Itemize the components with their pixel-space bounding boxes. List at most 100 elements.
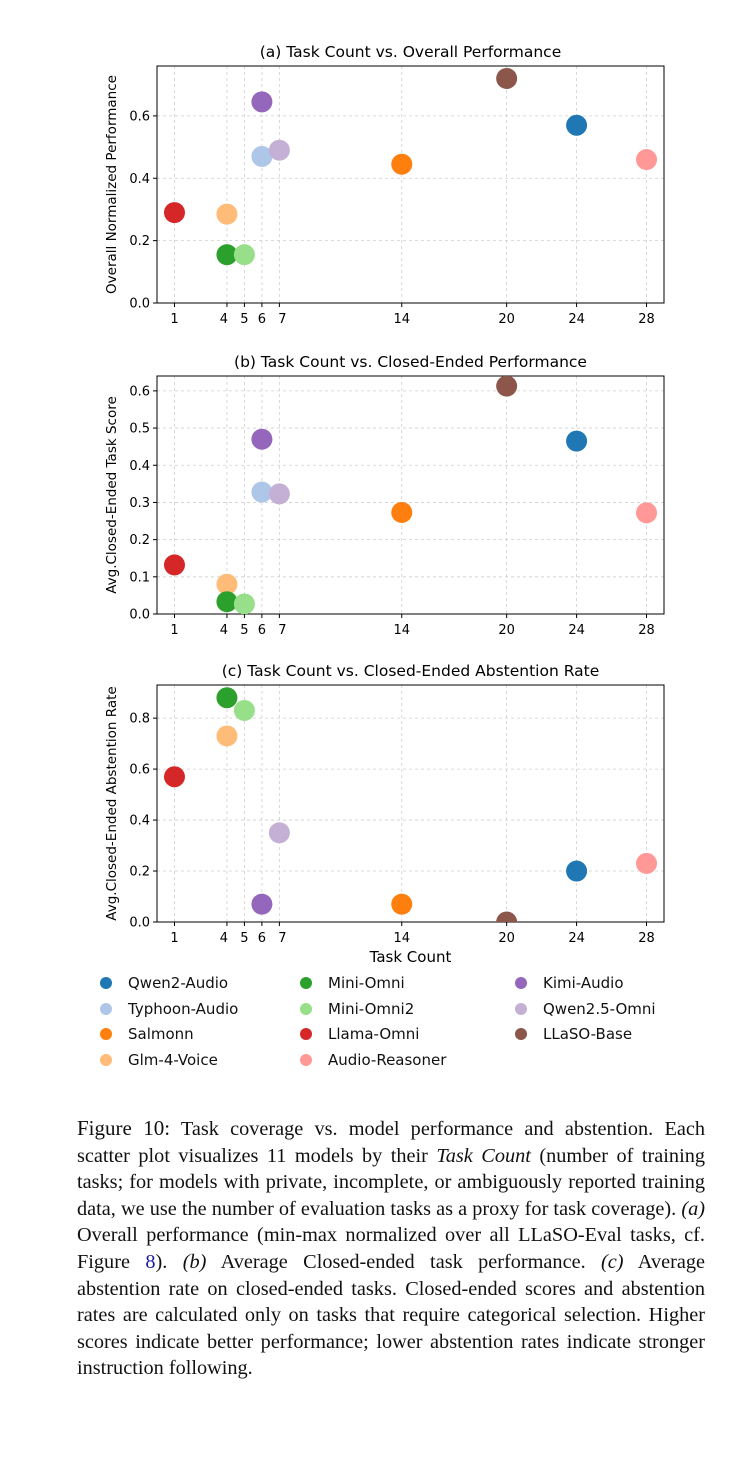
y-tick-label: 0.1 (129, 570, 150, 585)
scatter-plots: 1 4 5 6 7 14 20 24 280.00.20.40.6(a) Task Count … (104, 43, 665, 966)
caption-b: (b) (182, 1250, 207, 1273)
panel-a: 1 4 5 6 7 14 20 24 280.00.20.40.6(a) Task Count … (104, 43, 665, 327)
x-tick-label: 4 (220, 931, 228, 946)
figure-caption: Figure 10: Task coverage vs. model perfo… (77, 1115, 705, 1382)
x-tick-label: 28 (638, 623, 655, 638)
y-axis-label: Overall Normalized Performance (104, 75, 120, 294)
x-tick-label: 14 (393, 312, 410, 327)
point-mini-omni: Mini-Omni (216, 687, 238, 709)
legend-marker (515, 1002, 527, 1015)
y-tick-label: 0.5 (129, 422, 150, 437)
x-tick-label: 20 (498, 931, 515, 946)
x-tick-label: 6 (258, 931, 266, 946)
caption-c: (c) (601, 1250, 624, 1273)
x-tick-label: 7 (278, 623, 286, 638)
x-tick-label: 7 (278, 931, 286, 946)
legend-item: Audio-Reasoner (300, 1049, 446, 1071)
point-llama-omni: Llama-Omni (163, 202, 185, 224)
legend-label: Llama-Omni (328, 1025, 420, 1043)
y-tick-label: 0.4 (129, 814, 150, 829)
x-tick-label: 1 (170, 623, 178, 638)
legend-label: Qwen2.5-Omni (543, 999, 656, 1018)
legend-label: Salmonn (128, 1025, 194, 1043)
points: Qwen2-Audio Salmonn Glm-4-Voice Mini-OmniMi… (163, 687, 658, 922)
x-tick-label: 6 (258, 623, 266, 638)
caption-task-count: Task Count (436, 1144, 531, 1167)
legend-marker (100, 977, 112, 989)
plot-frame (156, 375, 665, 615)
panel-b: 1 4 5 6 7 14 20 24 280.00.10.20.30.40.50.6(b) Ta… (104, 353, 665, 638)
caption-text-5: Average Closed-ended task performance. (206, 1250, 602, 1273)
point-kimi-audio: Kimi-Audio (251, 91, 273, 113)
point-mini-omni2: Mini-Omni2 (233, 244, 255, 266)
point-salmonn: Salmonn (391, 501, 413, 523)
point-glm-4-voice: Glm-4-Voice (216, 725, 238, 747)
point-mini-omni: Mini-Omni (216, 591, 238, 613)
point-mini-omni2: Mini-Omni2 (233, 699, 255, 721)
legend-label: Kimi-Audio (543, 974, 624, 992)
x-tick-label: 5 (240, 312, 248, 327)
point-llama-omni: Llama-Omni (163, 766, 185, 788)
caption-figure-ref[interactable]: 8 (145, 1250, 156, 1273)
x-tick-label: 24 (568, 312, 585, 327)
points: Qwen2-Audio Typhoon-Audio Salmonn Glm-4-Voi… (163, 376, 658, 614)
point-llama-omni: Llama-Omni (163, 554, 185, 576)
legend-marker (100, 1028, 112, 1040)
x-tick-label: 14 (393, 931, 410, 946)
x-tick-label: 28 (638, 931, 655, 946)
legend-item: Qwen2.5-Omni (515, 998, 656, 1020)
caption-text-2: (number of training tasks; for models wi… (77, 1144, 705, 1220)
caption-text-6: Average abstention rate on closed-ended … (77, 1250, 705, 1380)
legend-label: Mini-Omni2 (328, 999, 415, 1018)
x-tick-label: 24 (568, 623, 585, 638)
point-qwen2-5-omni: Qwen2.5-Omni (268, 139, 290, 161)
point-salmonn: Salmonn (391, 153, 413, 175)
y-tick-label: 0.2 (129, 533, 150, 548)
point-salmonn: Salmonn (391, 893, 413, 915)
caption-text-3: Overall performance (min-max normalized … (77, 1224, 705, 1273)
y-tick-label: 0.6 (129, 763, 150, 778)
point-audio-reasoner: Audio-Reasoner (636, 852, 658, 874)
x-tick-label: 7 (278, 312, 286, 327)
legend-item: Llama-Omni (300, 1023, 419, 1045)
legend: Qwen2-Audio Typhoon-Audio Salmonn Glm-4-Voi… (100, 972, 720, 1072)
point-kimi-audio: Kimi-Audio (251, 893, 273, 915)
chart-title: (c) Task Count vs. Closed-Ended Abstenti… (222, 662, 600, 680)
legend-marker (100, 1002, 112, 1015)
plot-frame (156, 65, 665, 304)
point-llaso-base: LLaSO-Base (496, 911, 518, 922)
x-tick-label: 1 (170, 931, 178, 946)
y-tick-label: 0.2 (129, 234, 150, 249)
y-axis-label: Avg.Closed-Ended Task Score (104, 396, 120, 594)
panel-c: 1 4 5 6 7 14 20 24 280.00.20.40.60.8(c) Task Cou… (104, 662, 665, 966)
caption-a: (a) (681, 1197, 705, 1220)
y-tick-label: 0.0 (129, 608, 150, 623)
legend-label: LLaSO-Base (543, 1025, 633, 1043)
legend-marker (300, 1053, 312, 1066)
y-tick-label: 0.3 (129, 496, 150, 511)
point-qwen2-5-omni: Qwen2.5-Omni (268, 483, 290, 505)
point-kimi-audio: Kimi-Audio (251, 428, 273, 450)
legend-item: Qwen2-Audio (100, 972, 228, 994)
legend-marker (100, 1053, 112, 1066)
point-qwen2-5-omni: Qwen2.5-Omni (268, 822, 290, 844)
plot-frame (156, 684, 665, 923)
y-tick-label: 0.4 (129, 172, 150, 187)
caption-text-1: Task coverage vs. model performance and … (77, 1118, 705, 1167)
legend-marker (300, 977, 312, 989)
points: Qwen2-Audio Typhoon-Audio Salmonn Glm-4-Voi… (163, 67, 658, 266)
legend-marker (515, 1028, 527, 1040)
chart-title: (b) Task Count vs. Closed-Ended Performa… (234, 353, 587, 371)
x-tick-label: 28 (638, 312, 655, 327)
y-tick-label: 0.2 (129, 865, 150, 880)
point-typhoon-audio: Typhoon-Audio (251, 481, 273, 503)
legend-marker (300, 1028, 312, 1040)
figure: 1 4 5 6 7 14 20 24 28 0.0 0.2 0.4 0.6 (a) Task Count … (104, 43, 665, 966)
point-typhoon-audio: Typhoon-Audio (251, 145, 273, 167)
legend-item: Typhoon-Audio (100, 998, 238, 1020)
legend-item: Mini-Omni2 (300, 998, 414, 1020)
x-tick-label: 5 (240, 931, 248, 946)
point-audio-reasoner: Audio-Reasoner (636, 149, 658, 171)
point-qwen2-audio: Qwen2-Audio (566, 860, 588, 882)
x-tick-label: 1 (170, 312, 178, 327)
